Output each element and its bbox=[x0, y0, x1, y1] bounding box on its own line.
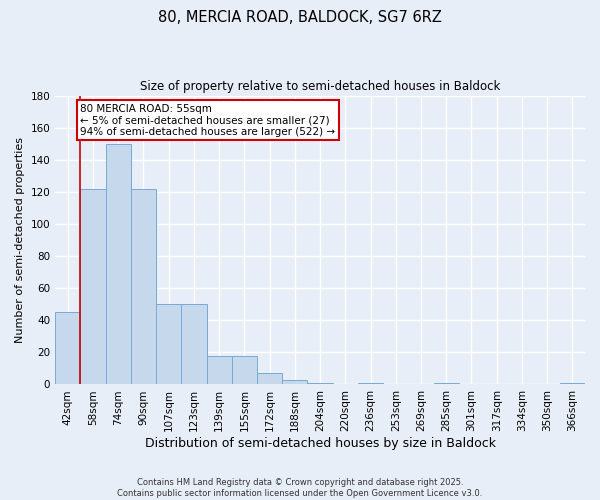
Bar bbox=[206, 356, 232, 384]
Bar bbox=[257, 373, 282, 384]
Bar bbox=[55, 312, 80, 384]
Bar bbox=[232, 356, 257, 384]
Bar bbox=[560, 383, 585, 384]
Bar bbox=[106, 144, 131, 384]
Text: Contains HM Land Registry data © Crown copyright and database right 2025.
Contai: Contains HM Land Registry data © Crown c… bbox=[118, 478, 482, 498]
Text: 80, MERCIA ROAD, BALDOCK, SG7 6RZ: 80, MERCIA ROAD, BALDOCK, SG7 6RZ bbox=[158, 10, 442, 25]
Title: Size of property relative to semi-detached houses in Baldock: Size of property relative to semi-detach… bbox=[140, 80, 500, 93]
Bar bbox=[80, 188, 106, 384]
Bar bbox=[156, 304, 181, 384]
Bar bbox=[307, 383, 332, 384]
Text: 80 MERCIA ROAD: 55sqm
← 5% of semi-detached houses are smaller (27)
94% of semi-: 80 MERCIA ROAD: 55sqm ← 5% of semi-detac… bbox=[80, 104, 335, 137]
X-axis label: Distribution of semi-detached houses by size in Baldock: Distribution of semi-detached houses by … bbox=[145, 437, 496, 450]
Bar bbox=[131, 188, 156, 384]
Bar bbox=[358, 383, 383, 384]
Bar bbox=[282, 380, 307, 384]
Bar bbox=[434, 383, 459, 384]
Bar bbox=[181, 304, 206, 384]
Y-axis label: Number of semi-detached properties: Number of semi-detached properties bbox=[15, 137, 25, 343]
